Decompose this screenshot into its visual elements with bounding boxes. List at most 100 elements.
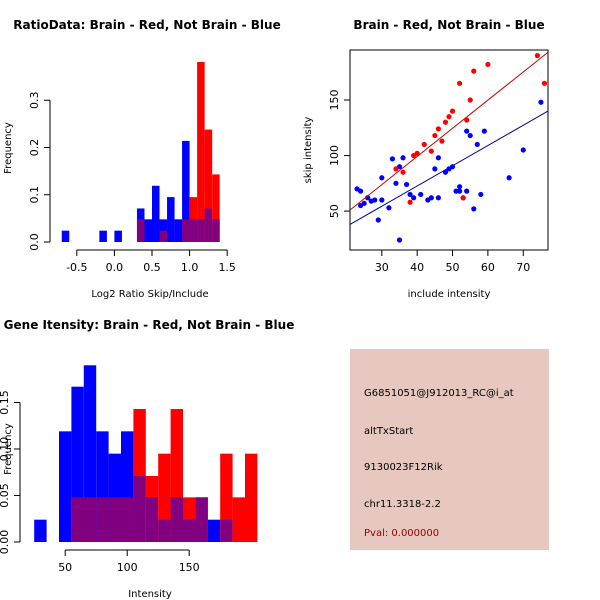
ratio-bar-blue-15 bbox=[174, 219, 183, 242]
scatter-point-blue-32 bbox=[464, 188, 470, 194]
scatter-point-red-0 bbox=[393, 166, 399, 172]
scatter-point-red-18 bbox=[485, 61, 491, 68]
ratio-y-tick-label: 0.3 bbox=[28, 92, 41, 110]
scatter-point-blue-24 bbox=[435, 195, 441, 201]
ratio-histogram-panel: RatioData: Brain - Red, Not Brain - Blue… bbox=[3, 18, 281, 300]
scatter-point-red-10 bbox=[442, 119, 449, 125]
scatter-point-blue-15 bbox=[400, 155, 406, 161]
gene-bar-overlap-8 bbox=[133, 475, 146, 542]
scatter-point-blue-19 bbox=[418, 191, 424, 198]
ratio-bar-blue-16 bbox=[182, 140, 190, 242]
ratio-y-tick-label: 0.1 bbox=[28, 186, 41, 204]
location-text: chr11.3318-2.2 bbox=[364, 499, 441, 510]
ratio-bar-blue-14 bbox=[167, 197, 175, 242]
scatter-point-blue-37 bbox=[478, 191, 484, 198]
scatter-point-red-11 bbox=[446, 114, 452, 120]
scatter-point-red-4 bbox=[414, 150, 420, 156]
ratio-bar-blue-12 bbox=[152, 185, 160, 242]
scatter-point-blue-41 bbox=[538, 99, 544, 105]
gene-axes: 50 100 150 0.00 0.05 0.10 0.15 bbox=[0, 390, 200, 574]
ratio-bar-overlap-17 bbox=[189, 219, 198, 242]
ratio-y-tick-label: 0.2 bbox=[28, 139, 41, 157]
scatter-y-tick-label: 50 bbox=[328, 204, 341, 218]
ratio-bar-red-20 bbox=[212, 174, 220, 242]
scatter-x-tick-label: 40 bbox=[410, 261, 424, 274]
gene-bar-overlap-4 bbox=[83, 497, 97, 542]
scatter-point-red-12 bbox=[449, 108, 456, 114]
ratio-x-tick-label: 1.5 bbox=[218, 261, 236, 274]
gene-bar-overlap-9 bbox=[145, 497, 159, 542]
scatter-point-red-7 bbox=[432, 132, 438, 139]
scatter-point-red-8 bbox=[435, 126, 441, 132]
scatter-plot-box bbox=[349, 49, 549, 251]
gene-chart-ylabel: Frequency bbox=[3, 423, 14, 475]
gene-bar-blue-0 bbox=[34, 519, 47, 542]
scatter-point-blue-22 bbox=[432, 166, 438, 172]
ratio-y-tick-label: 0.0 bbox=[28, 233, 41, 251]
scatter-point-blue-14 bbox=[396, 237, 403, 243]
gene-y-tick-label: 0.15 bbox=[0, 390, 11, 415]
ratio-bar-red-19 bbox=[204, 129, 213, 242]
gene-name-text: 9130023F12Rik bbox=[364, 462, 443, 473]
ratio-axes: -0.5 0.0 0.5 1.0 1.5 0.0 0.1 0.2 0.3 bbox=[28, 92, 236, 275]
scatter-point-blue-25 bbox=[442, 169, 449, 175]
scatter-point-blue-6 bbox=[372, 197, 378, 203]
gene-bar-red-17 bbox=[245, 453, 258, 542]
scatter-point-red-6 bbox=[428, 148, 434, 154]
gene-x-tick-label: 100 bbox=[117, 561, 138, 574]
scatter-point-blue-7 bbox=[375, 217, 381, 223]
scatter-point-blue-27 bbox=[449, 164, 456, 170]
gene-bar-overlap-5 bbox=[96, 497, 109, 542]
ratio-bar-overlap-13 bbox=[159, 230, 168, 242]
scatter-point-blue-34 bbox=[467, 132, 473, 139]
gene-y-tick-label: 0.05 bbox=[0, 483, 11, 508]
scatter-axes: 30 40 50 60 70 50 100 150 bbox=[328, 90, 530, 275]
gene-bar-overlap-15 bbox=[220, 519, 233, 542]
scatter-point-red-9 bbox=[439, 138, 445, 144]
gene-bar-red-16 bbox=[232, 497, 245, 542]
scatter-point-red-15 bbox=[464, 117, 470, 123]
scatter-point-blue-16 bbox=[403, 181, 410, 188]
gene-bar-overlap-12 bbox=[183, 519, 196, 542]
scatter-point-blue-39 bbox=[506, 175, 512, 181]
gene-bar-overlap-13 bbox=[195, 497, 208, 542]
scatter-point-blue-36 bbox=[474, 141, 480, 148]
ratio-bar-blue-7 bbox=[114, 230, 122, 242]
scatter-point-blue-21 bbox=[428, 195, 434, 201]
info-panel: G6851051@J912013_RC@i_at altTxStart 9130… bbox=[350, 349, 549, 550]
pval-text: Pval: 0.000000 bbox=[364, 528, 439, 539]
gene-bar-overlap-11 bbox=[170, 497, 183, 542]
scatter-point-blue-8 bbox=[379, 175, 385, 181]
scatter-point-blue-1 bbox=[358, 188, 364, 194]
gene-bars bbox=[34, 365, 258, 542]
gene-bar-overlap-6 bbox=[108, 497, 121, 542]
scatter-point-blue-3 bbox=[361, 200, 367, 206]
gene-x-tick-label: 50 bbox=[58, 561, 72, 574]
scatter-point-blue-9 bbox=[379, 197, 385, 203]
ratio-bar-overlap-20 bbox=[212, 219, 220, 242]
scatter-x-tick-label: 50 bbox=[446, 261, 460, 274]
gene-bar-overlap-10 bbox=[158, 519, 171, 542]
gene-bar-blue-14 bbox=[207, 519, 221, 542]
gene-y-tick-label: 0.00 bbox=[0, 530, 11, 555]
ratio-bar-red-18 bbox=[197, 61, 205, 242]
scatter-point-blue-30 bbox=[457, 188, 463, 194]
ratio-bar-blue-5 bbox=[99, 230, 107, 242]
scatter-point-red-1 bbox=[400, 169, 406, 175]
scatter-panel: Brain - Red, Not Brain - Blue include in… bbox=[303, 18, 549, 300]
gene-bar-overlap-3 bbox=[71, 497, 84, 542]
scatter-point-blue-18 bbox=[411, 195, 417, 201]
scatter-point-blue-29 bbox=[457, 184, 463, 190]
scatter-point-blue-10 bbox=[386, 205, 392, 211]
ratio-bar-overlap-18 bbox=[197, 219, 205, 242]
scatter-point-blue-23 bbox=[435, 155, 441, 161]
gene-y-tick-label: 0.10 bbox=[0, 437, 11, 462]
scatter-point-red-16 bbox=[467, 97, 473, 103]
gene-chart-xlabel: Intensity bbox=[128, 589, 172, 600]
scatter-chart-ylabel: skip intensity bbox=[303, 117, 314, 184]
scatter-x-tick-label: 70 bbox=[516, 261, 530, 274]
gene-chart-title: Gene Itensity: Brain - Red, Not Brain - … bbox=[4, 318, 295, 332]
ratio-bar-blue-0 bbox=[61, 230, 70, 242]
ratio-chart-xlabel: Log2 Ratio Skip/Include bbox=[91, 289, 208, 300]
